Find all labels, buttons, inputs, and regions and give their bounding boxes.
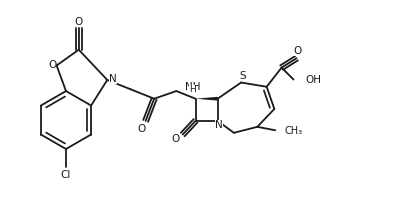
Text: O: O — [171, 134, 179, 144]
Text: OH: OH — [306, 75, 321, 85]
Polygon shape — [196, 97, 218, 101]
Text: O: O — [75, 17, 83, 27]
Text: CH₃: CH₃ — [285, 126, 303, 136]
Text: Cl: Cl — [61, 170, 71, 180]
Text: H: H — [189, 85, 196, 94]
Text: S: S — [239, 71, 246, 81]
Text: N: N — [109, 74, 117, 84]
Text: O: O — [293, 46, 301, 56]
Text: O: O — [48, 60, 56, 70]
Text: NH: NH — [185, 82, 200, 92]
Text: O: O — [137, 124, 146, 134]
Text: N: N — [216, 120, 223, 130]
